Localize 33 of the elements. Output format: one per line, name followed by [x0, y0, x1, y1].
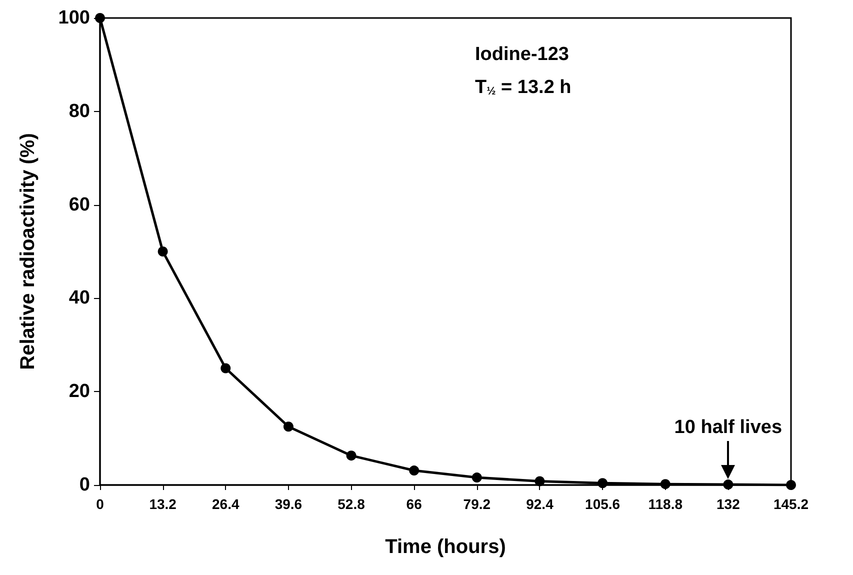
- y-tick-label: 100: [58, 8, 90, 28]
- y-tick-label: 20: [68, 381, 90, 402]
- x-tick-label: 0: [96, 496, 104, 512]
- x-tick-label: 13.2: [149, 496, 177, 512]
- x-tick-label: 118.8: [648, 496, 683, 512]
- x-axis-title: Time (hours): [385, 536, 506, 558]
- x-tick-label: 52.8: [338, 496, 366, 512]
- point: [723, 480, 734, 490]
- y-axis-title: Relative radioactivity (%): [17, 133, 39, 370]
- x-tick-label: 132: [716, 496, 740, 512]
- x-tick-label: 66: [406, 496, 422, 512]
- annotation: T½ = 13.2 h: [475, 77, 572, 98]
- x-tick-label: 79.2: [463, 496, 491, 512]
- y-tick-label: 60: [68, 194, 90, 216]
- y-tick-label: 40: [68, 288, 90, 309]
- x-tick-label: 145.2: [773, 496, 809, 512]
- y-tick-label: 80: [68, 100, 90, 122]
- point: [534, 476, 545, 486]
- annotation: 10 half lives: [674, 416, 782, 439]
- x-tick-label: 92.4: [526, 496, 554, 512]
- y-tick-label: 0: [79, 474, 90, 496]
- x-tick-label: 26.4: [212, 496, 240, 512]
- point: [660, 479, 670, 490]
- point: [598, 478, 608, 488]
- annotation: Iodine-123: [475, 44, 569, 65]
- point: [158, 246, 168, 256]
- point: [409, 466, 420, 476]
- x-tick-label: 105.6: [585, 496, 620, 512]
- point: [220, 363, 231, 374]
- point: [283, 422, 294, 432]
- x-tick-label: 39.6: [274, 496, 302, 512]
- point: [472, 472, 482, 483]
- point: [346, 450, 356, 461]
